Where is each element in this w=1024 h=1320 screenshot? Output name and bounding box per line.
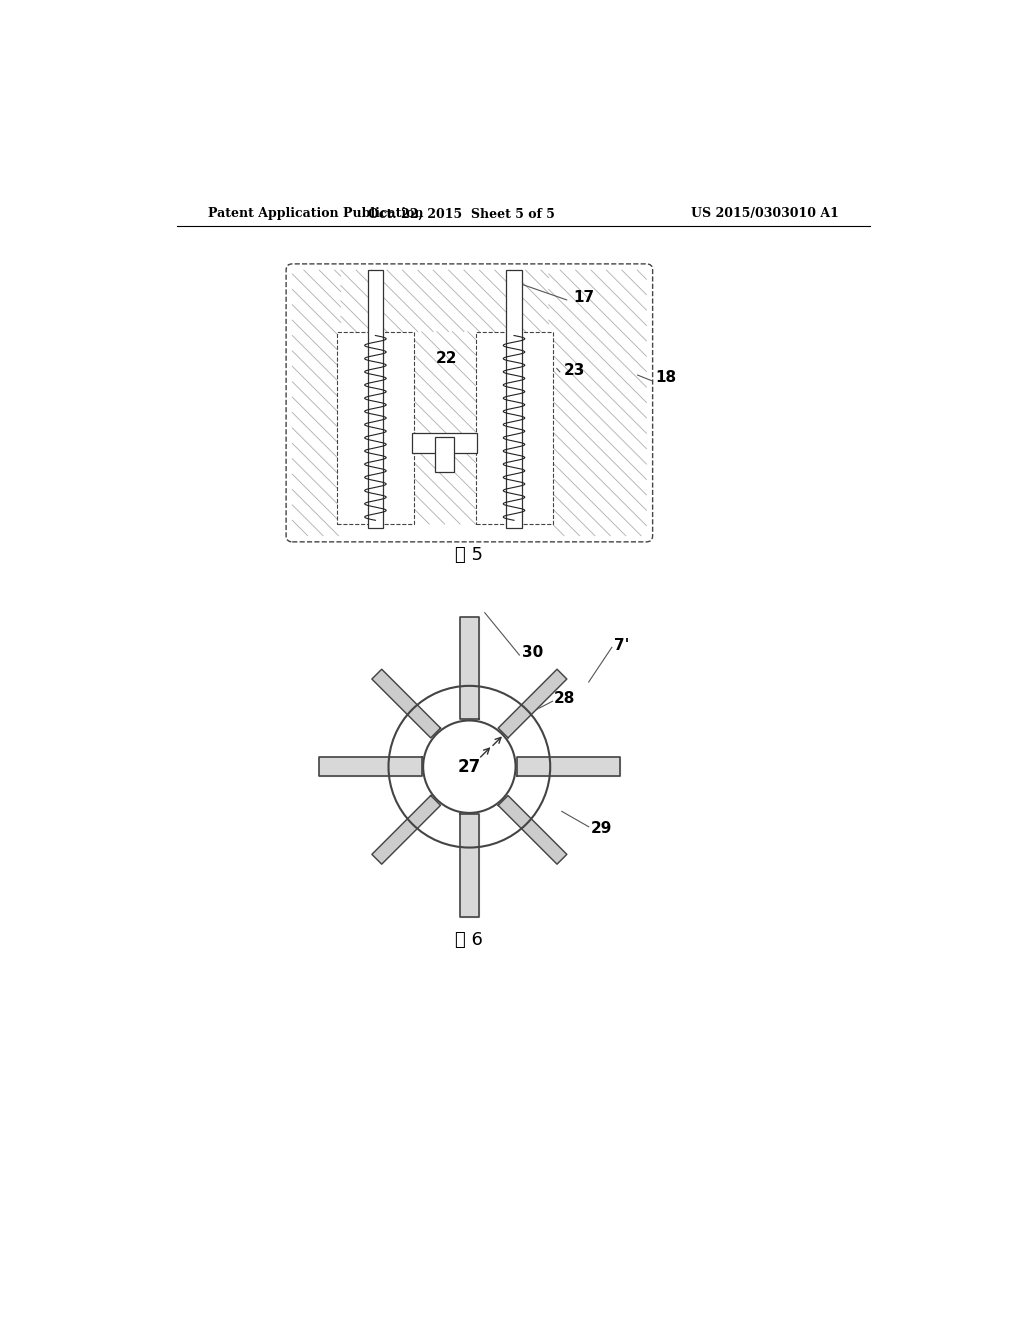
Bar [475, 331, 553, 524]
Text: 27: 27 [458, 758, 481, 776]
Bar [413, 433, 477, 453]
Bar [337, 331, 414, 524]
Bar [435, 437, 454, 471]
Polygon shape [372, 669, 440, 738]
Polygon shape [460, 616, 478, 719]
Text: 图 5: 图 5 [456, 546, 483, 564]
Text: 22: 22 [435, 351, 457, 366]
Bar [368, 271, 383, 528]
Polygon shape [517, 758, 620, 776]
Polygon shape [319, 758, 422, 776]
Text: 23: 23 [563, 363, 585, 378]
Text: 30: 30 [521, 645, 543, 660]
Text: 7': 7' [614, 638, 630, 652]
Polygon shape [372, 796, 440, 865]
Text: Oct. 22, 2015  Sheet 5 of 5: Oct. 22, 2015 Sheet 5 of 5 [369, 207, 555, 220]
Text: 28: 28 [554, 692, 575, 706]
Polygon shape [499, 796, 567, 865]
Polygon shape [460, 814, 478, 917]
Text: Patent Application Publication: Patent Application Publication [208, 207, 423, 220]
Polygon shape [499, 669, 567, 738]
Text: 29: 29 [591, 821, 612, 836]
Text: 18: 18 [655, 371, 677, 385]
Text: 图 6: 图 6 [456, 931, 483, 949]
Text: US 2015/0303010 A1: US 2015/0303010 A1 [691, 207, 839, 220]
Circle shape [423, 721, 515, 813]
Text: 17: 17 [573, 289, 595, 305]
Bar [506, 271, 521, 528]
